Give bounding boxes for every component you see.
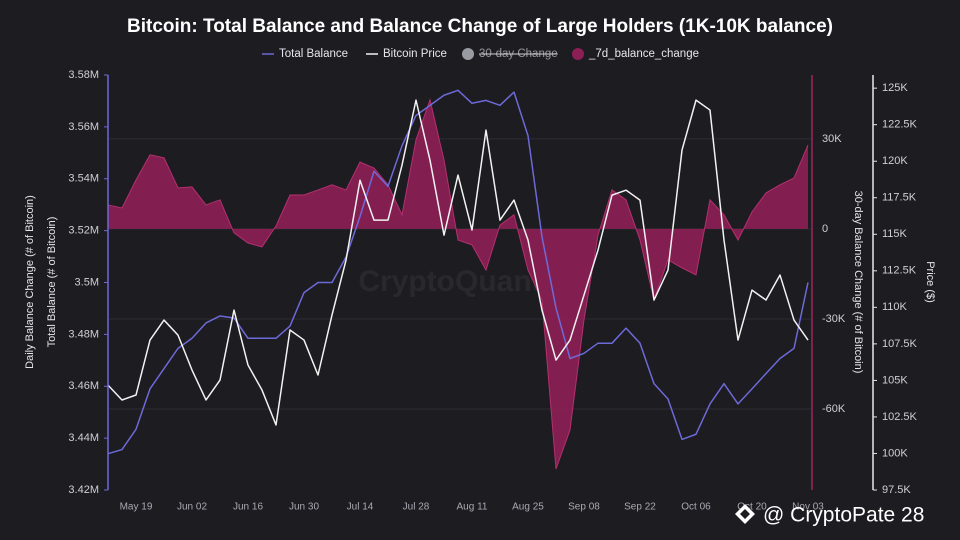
chart-title: Bitcoin: Total Balance and Balance Chang…: [127, 16, 833, 37]
legend-marker: [462, 48, 474, 60]
y3-tick-label: 122.5K: [882, 119, 918, 131]
y-tick-label: 3.44M: [68, 432, 99, 444]
overlay-text: @ CryptoPate 28: [763, 504, 924, 527]
x-tick-label: Jul 28: [403, 502, 430, 513]
y3-tick-label: 105K: [882, 374, 908, 386]
y3-tick-label: 100K: [882, 447, 908, 459]
y3-tick-label: 112.5K: [882, 265, 917, 277]
legend-item: Bitcoin Price: [366, 48, 447, 60]
legend-item: Total Balance: [262, 48, 348, 60]
y3-tick-label: 97.5K: [882, 484, 911, 496]
y-tick-label: 3.42M: [68, 484, 99, 496]
overlay-logo: @ CryptoPate 28: [735, 504, 924, 527]
x-tick-label: Oct 06: [681, 502, 711, 513]
y3-tick-label: 117.5K: [882, 192, 917, 204]
line: [107, 99, 809, 426]
y2-axis-title: 30-day Balance Change (# of Bitcoin): [852, 191, 864, 374]
y2-tick-label: 30K: [822, 133, 842, 145]
y-tick-label: 3.52M: [68, 225, 99, 237]
y2-tick-label: 0: [822, 223, 828, 235]
x-tick-label: Jun 16: [233, 502, 263, 513]
watermark: CryptoQuant: [358, 265, 541, 298]
legend-item: 30-day Change: [462, 48, 558, 60]
line: [107, 89, 809, 455]
y-axis-title: Daily Balance Change (# of Bitcoin): [24, 195, 36, 369]
y3-tick-label: 115K: [882, 228, 908, 240]
x-tick-label: Nov 03: [792, 502, 824, 513]
x-tick-label: Jul 14: [347, 502, 374, 513]
y-tick-label: 3.5M: [75, 276, 99, 288]
y2-tick-label: -60K: [822, 403, 846, 415]
x-tick-label: Jun 30: [289, 502, 319, 513]
x-tick-label: Jun 02: [177, 502, 207, 513]
y3-tick-label: 102.5K: [882, 411, 918, 423]
y3-axis-title: Price ($): [924, 261, 936, 303]
area-edge: [107, 98, 809, 470]
y3-tick-label: 120K: [882, 155, 908, 167]
legend-label: Bitcoin Price: [383, 48, 447, 60]
x-tick-label: Sep 08: [568, 502, 600, 513]
x-tick-label: Oct 20: [737, 502, 767, 513]
plot-area: 3.42M 3.44M 3.46M 3.48M 3.5M 3.52M 3.54M 3.56M 3…: [24, 69, 936, 513]
x-tick-label: Sep 22: [624, 502, 656, 513]
x-tick-label: May 19: [120, 502, 153, 513]
y-tick-label: 3.58M: [68, 69, 99, 81]
y3-tick-label: 107.5K: [882, 338, 918, 350]
y-tick-label: 3.48M: [68, 328, 99, 340]
legend-marker: [572, 48, 584, 60]
logo-icon: [735, 504, 755, 524]
legend-item: _7d_balance_change: [572, 48, 699, 60]
y-tick-label: 3.54M: [68, 173, 99, 185]
y3-tick-label: 110K: [882, 301, 908, 313]
legend-label: _7d_balance_change: [588, 48, 699, 60]
y3-tick-label: 125K: [882, 82, 908, 94]
x-tick-label: Aug 25: [512, 502, 544, 513]
y-axis-title: Total Balance (# of Bitcoin): [46, 217, 58, 348]
y2-tick-label: -30K: [822, 313, 846, 325]
y-tick-label: 3.46M: [68, 380, 99, 392]
y-tick-label: 3.56M: [68, 121, 99, 133]
x-tick-label: Aug 11: [457, 502, 488, 513]
legend-label: Total Balance: [279, 48, 348, 60]
